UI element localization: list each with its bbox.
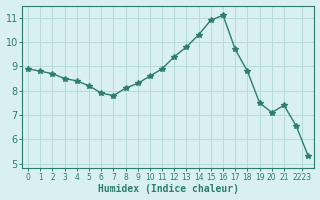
X-axis label: Humidex (Indice chaleur): Humidex (Indice chaleur) xyxy=(98,184,239,194)
